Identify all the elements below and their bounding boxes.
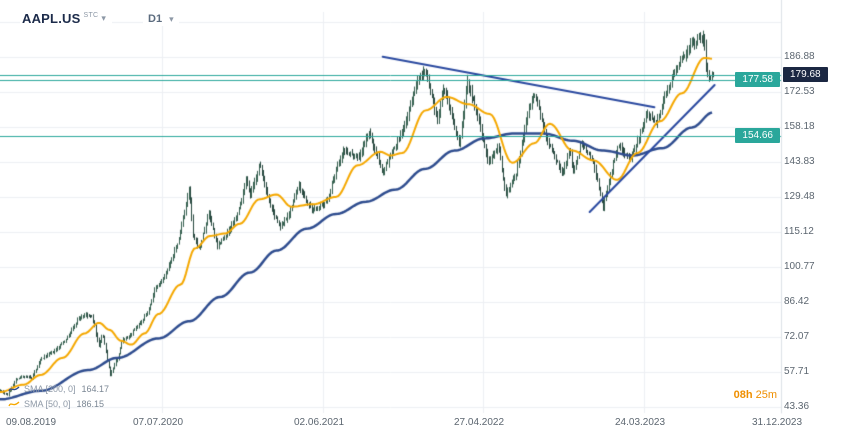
y-axis-tick-label: 86.42 bbox=[784, 295, 810, 307]
symbol-selector[interactable]: AAPL.US STC ▾ bbox=[20, 9, 112, 28]
time-axis[interactable]: 09.08.2019 07.07.2020 02.06.2021 27.04.2022… bbox=[0, 417, 859, 432]
price-axis[interactable]: 186.88 172.53 158.18 143.83 129.48 115.12 100.… bbox=[784, 0, 858, 439]
x-axis-tick-label: 27.04.2022 bbox=[454, 417, 505, 428]
price-level-badge[interactable]: 154.66 bbox=[735, 127, 780, 143]
candle-countdown: 08h 25m bbox=[734, 389, 777, 401]
price-level-badge[interactable]: 177.58 bbox=[735, 71, 780, 87]
y-axis-tick-label: 186.88 bbox=[784, 51, 815, 62]
symbol-name: AAPL.US bbox=[22, 11, 81, 26]
current-price-badge: 179.68 bbox=[783, 66, 828, 82]
y-axis-tick-label: 129.48 bbox=[784, 190, 815, 202]
chevron-down-icon[interactable]: ▾ bbox=[101, 13, 106, 23]
countdown-hours: 08h bbox=[733, 389, 753, 401]
sma-200-indicator-icon bbox=[8, 386, 20, 391]
indicator-legend: SMA [200, 0] 164.17 SMA [50, 0] 186.15 bbox=[8, 382, 109, 412]
y-axis-tick-label: 115.12 bbox=[784, 226, 814, 237]
y-axis-tick-label: 172.53 bbox=[784, 85, 815, 97]
y-axis-tick-label: 100.77 bbox=[784, 260, 815, 272]
sma-50-indicator-icon bbox=[8, 401, 20, 406]
y-axis-tick-label: 72.07 bbox=[784, 330, 810, 342]
x-axis-tick-label: 31.12.2023 bbox=[752, 417, 803, 428]
timeframe-selector[interactable]: D1 ▾ bbox=[143, 11, 179, 26]
x-axis-tick-label: 07.07.2020 bbox=[133, 417, 184, 428]
symbol-suffix: STC bbox=[83, 12, 99, 19]
x-axis-tick-label: 24.03.2023 bbox=[615, 417, 666, 428]
x-axis-tick-label: 09.08.2019 bbox=[6, 417, 57, 428]
indicator-label: SMA [50, 0] bbox=[24, 398, 71, 409]
y-axis-tick-label: 43.36 bbox=[784, 401, 810, 412]
legend-row-sma50[interactable]: SMA [50, 0] 186.15 bbox=[8, 397, 109, 410]
x-axis-tick-label: 02.06.2021 bbox=[294, 417, 345, 428]
countdown-minutes: 25m bbox=[755, 389, 777, 401]
timeframe-label: D1 bbox=[148, 12, 163, 25]
y-axis-tick-label: 57.71 bbox=[784, 366, 810, 377]
y-axis-tick-label: 143.83 bbox=[784, 155, 815, 167]
y-axis-tick-label: 158.18 bbox=[784, 120, 815, 132]
indicator-value: 164.17 bbox=[81, 383, 110, 394]
indicator-label: SMA [200, 0] bbox=[24, 383, 76, 394]
legend-row-sma200[interactable]: SMA [200, 0] 164.17 bbox=[8, 382, 109, 395]
indicator-value: 186.15 bbox=[76, 398, 105, 409]
chevron-down-icon[interactable]: ▾ bbox=[169, 14, 174, 24]
